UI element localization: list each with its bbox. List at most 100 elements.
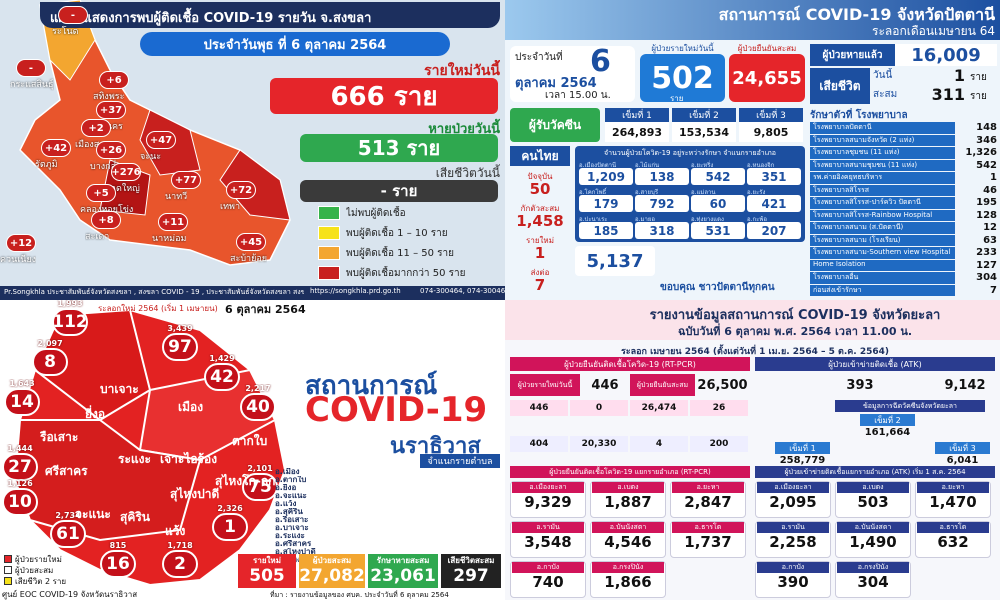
hospital-value: 128 bbox=[976, 209, 997, 221]
cumulative-label: 3,439 bbox=[167, 324, 193, 333]
district-name: อ.รามัน bbox=[512, 522, 584, 533]
unit: ราย bbox=[670, 94, 684, 103]
new-cases: 27 bbox=[2, 453, 38, 481]
total-label: รักษาหายสะสม bbox=[368, 554, 438, 567]
cum-label: ผู้ป่วยยืนยันสะสม bbox=[737, 44, 797, 53]
district-name: ระโนด bbox=[52, 27, 79, 37]
vaccine-value: 9,805 bbox=[739, 122, 803, 142]
legend-swatch bbox=[318, 226, 340, 240]
atk-header: ผู้ป่วยเข้าข่ายติดเชื้อ (ATK) bbox=[755, 357, 995, 371]
cumulative-label: 1,643 bbox=[9, 379, 35, 388]
hospital-value: 46 bbox=[983, 184, 997, 196]
cumulative-label: 1,444 bbox=[7, 444, 33, 453]
district-value: 2,095 bbox=[769, 493, 817, 511]
district-name: บาเจาะ bbox=[100, 382, 139, 396]
pcr-cell: 446 bbox=[510, 400, 568, 416]
vaccine-value: 153,534 bbox=[672, 122, 736, 142]
district-name: อ.กรงปินัง bbox=[837, 562, 909, 573]
date-bar: ประจำวันพุธ ที่ 6 ตุลาคม 2564 bbox=[140, 32, 450, 56]
side-label: รายใหม่ bbox=[526, 236, 554, 245]
district-name: จะนะ bbox=[140, 152, 162, 162]
pcr-cell: 26,474 bbox=[630, 400, 688, 416]
new-cases: 40 bbox=[240, 393, 276, 421]
atk-cum: 9,142 bbox=[944, 377, 986, 393]
district-name: อ.รามัน bbox=[757, 522, 829, 533]
district-name: หาดใหญ่ bbox=[105, 184, 140, 194]
vaccine-dose: เข็มที่ 2 bbox=[672, 108, 736, 122]
district-value: 503 bbox=[857, 493, 889, 511]
district-count: +5 bbox=[86, 184, 116, 202]
district-value: 9,329 bbox=[524, 493, 572, 511]
hospital-value: 12 bbox=[983, 222, 997, 233]
hospital-name: รพ.ค่ายอิงคยุทธบริหาร bbox=[810, 172, 955, 184]
hospital-value: 346 bbox=[976, 134, 997, 146]
district-value: 2,258 bbox=[769, 533, 817, 551]
district-value: 1,737 bbox=[684, 533, 732, 551]
district-name: อ.กรงปินัง bbox=[592, 562, 664, 573]
side-value: 7 bbox=[534, 276, 546, 294]
cumulative-label: 2,326 bbox=[217, 504, 243, 513]
date-card bbox=[510, 46, 635, 102]
district-name: อ.ทุ่งยางแดง bbox=[691, 216, 724, 223]
title-bar: แผนที่แสดงการพบผู้ติดเชื้อ COVID-19 รายว… bbox=[40, 2, 500, 28]
district-name: อ.ยะหา bbox=[917, 482, 989, 493]
pcr-cell: 0 bbox=[570, 400, 628, 416]
title: COVID-19 bbox=[305, 390, 488, 430]
songkhla-panel: แผนที่แสดงการพบผู้ติดเชื้อ COVID-19 รายว… bbox=[0, 0, 505, 300]
district-name: อ.เบตง bbox=[592, 482, 664, 493]
district-item: อ.ตากใบ bbox=[275, 476, 307, 484]
district-value: 1,470 bbox=[929, 493, 977, 511]
side-value: 1 bbox=[534, 244, 546, 262]
vaccine-dose: เข็มที่ 1 bbox=[605, 108, 669, 122]
yala-panel: รายงานข้อมูลสถานการณ์ COVID-19 จังหวัดยะ… bbox=[505, 300, 1000, 600]
thanks: ขอบคุณ ชาวปัตตานีทุกคน bbox=[660, 282, 775, 293]
recovered-label: ผู้ป่วยหายแล้ว bbox=[810, 44, 895, 66]
cum-value: 24,655 bbox=[729, 54, 805, 102]
hospital-name: โรงพยาบาลสนามชุมชน (11 แห่ง) bbox=[810, 159, 955, 171]
side-label: ปัจจุบัน bbox=[527, 172, 553, 181]
hospital-value: 195 bbox=[976, 197, 997, 208]
district-name: อ.บันนังสตา bbox=[837, 522, 909, 533]
pcr-header: ผู้ป่วยยืนยันติดเชื้อโควิด-19 (RT-PCR) bbox=[510, 357, 750, 371]
district-name: เจาะไอร้อง bbox=[160, 452, 218, 466]
district-count: +77 bbox=[171, 171, 201, 189]
death-label: เสียชีวิตวันนี้ bbox=[435, 166, 500, 180]
total-treating: 5,137 bbox=[575, 246, 655, 276]
side-value: 50 bbox=[529, 180, 551, 198]
vaccine-label: ผู้รับวัคซีน bbox=[510, 108, 600, 142]
district-count: +12 bbox=[6, 234, 36, 252]
new-value: 666 ราย bbox=[270, 78, 498, 114]
hospital-value: 1,326 bbox=[965, 147, 997, 158]
hospital-name: โรงพยาบาลอื่น bbox=[810, 272, 955, 284]
hospital-header: รักษาตัวที่ โรงพยาบาล bbox=[810, 110, 908, 121]
district-value: 421 bbox=[747, 195, 801, 212]
pcr-cum: 26,500 bbox=[697, 377, 748, 393]
district-name: สุคิริน bbox=[120, 510, 150, 524]
district-name: อ.ปะนาเระ bbox=[579, 216, 608, 223]
district-item: อ.สุไหงปาดี bbox=[275, 548, 316, 556]
district-name: อ.ยะรัง bbox=[747, 189, 766, 196]
district-name: สะเดา bbox=[85, 232, 110, 242]
new-cases: 112 bbox=[52, 308, 88, 336]
district-name: รือเสาะ bbox=[40, 430, 79, 444]
district-count: +11 bbox=[158, 213, 188, 231]
unit: ราย bbox=[970, 72, 987, 83]
district-name: อ.ยะหา bbox=[672, 482, 744, 493]
pcr-district-header: ผู้ป่วยยืนยันติดเชื้อโควิด-19 แยกรายอำเภ… bbox=[510, 466, 750, 478]
new-cases: 8 bbox=[32, 348, 68, 376]
district-count: +72 bbox=[226, 181, 256, 199]
district-value: 179 bbox=[579, 195, 633, 212]
legend-swatch bbox=[4, 577, 12, 585]
district-value: 740 bbox=[532, 573, 564, 591]
date: 6 ตุลาคม 2564 bbox=[225, 303, 306, 316]
vaccine-header: ข้อมูลการฉีดวัคซีนจังหวัดยะลา bbox=[835, 400, 985, 412]
death-today-label: วันนี้ bbox=[873, 70, 893, 81]
district-value: 1,887 bbox=[604, 493, 652, 511]
death-today: 1 bbox=[953, 66, 965, 85]
district-name: นาหม่อม bbox=[152, 234, 187, 244]
legend-label: เสียชีวิต 2 ราย bbox=[15, 577, 67, 586]
district-count: +45 bbox=[236, 233, 266, 251]
new-cases: 10 bbox=[2, 488, 38, 516]
district-name: อ.แม่ลาน bbox=[691, 189, 716, 196]
legend-label: ผู้ป่วยรายใหม่ bbox=[15, 555, 62, 564]
